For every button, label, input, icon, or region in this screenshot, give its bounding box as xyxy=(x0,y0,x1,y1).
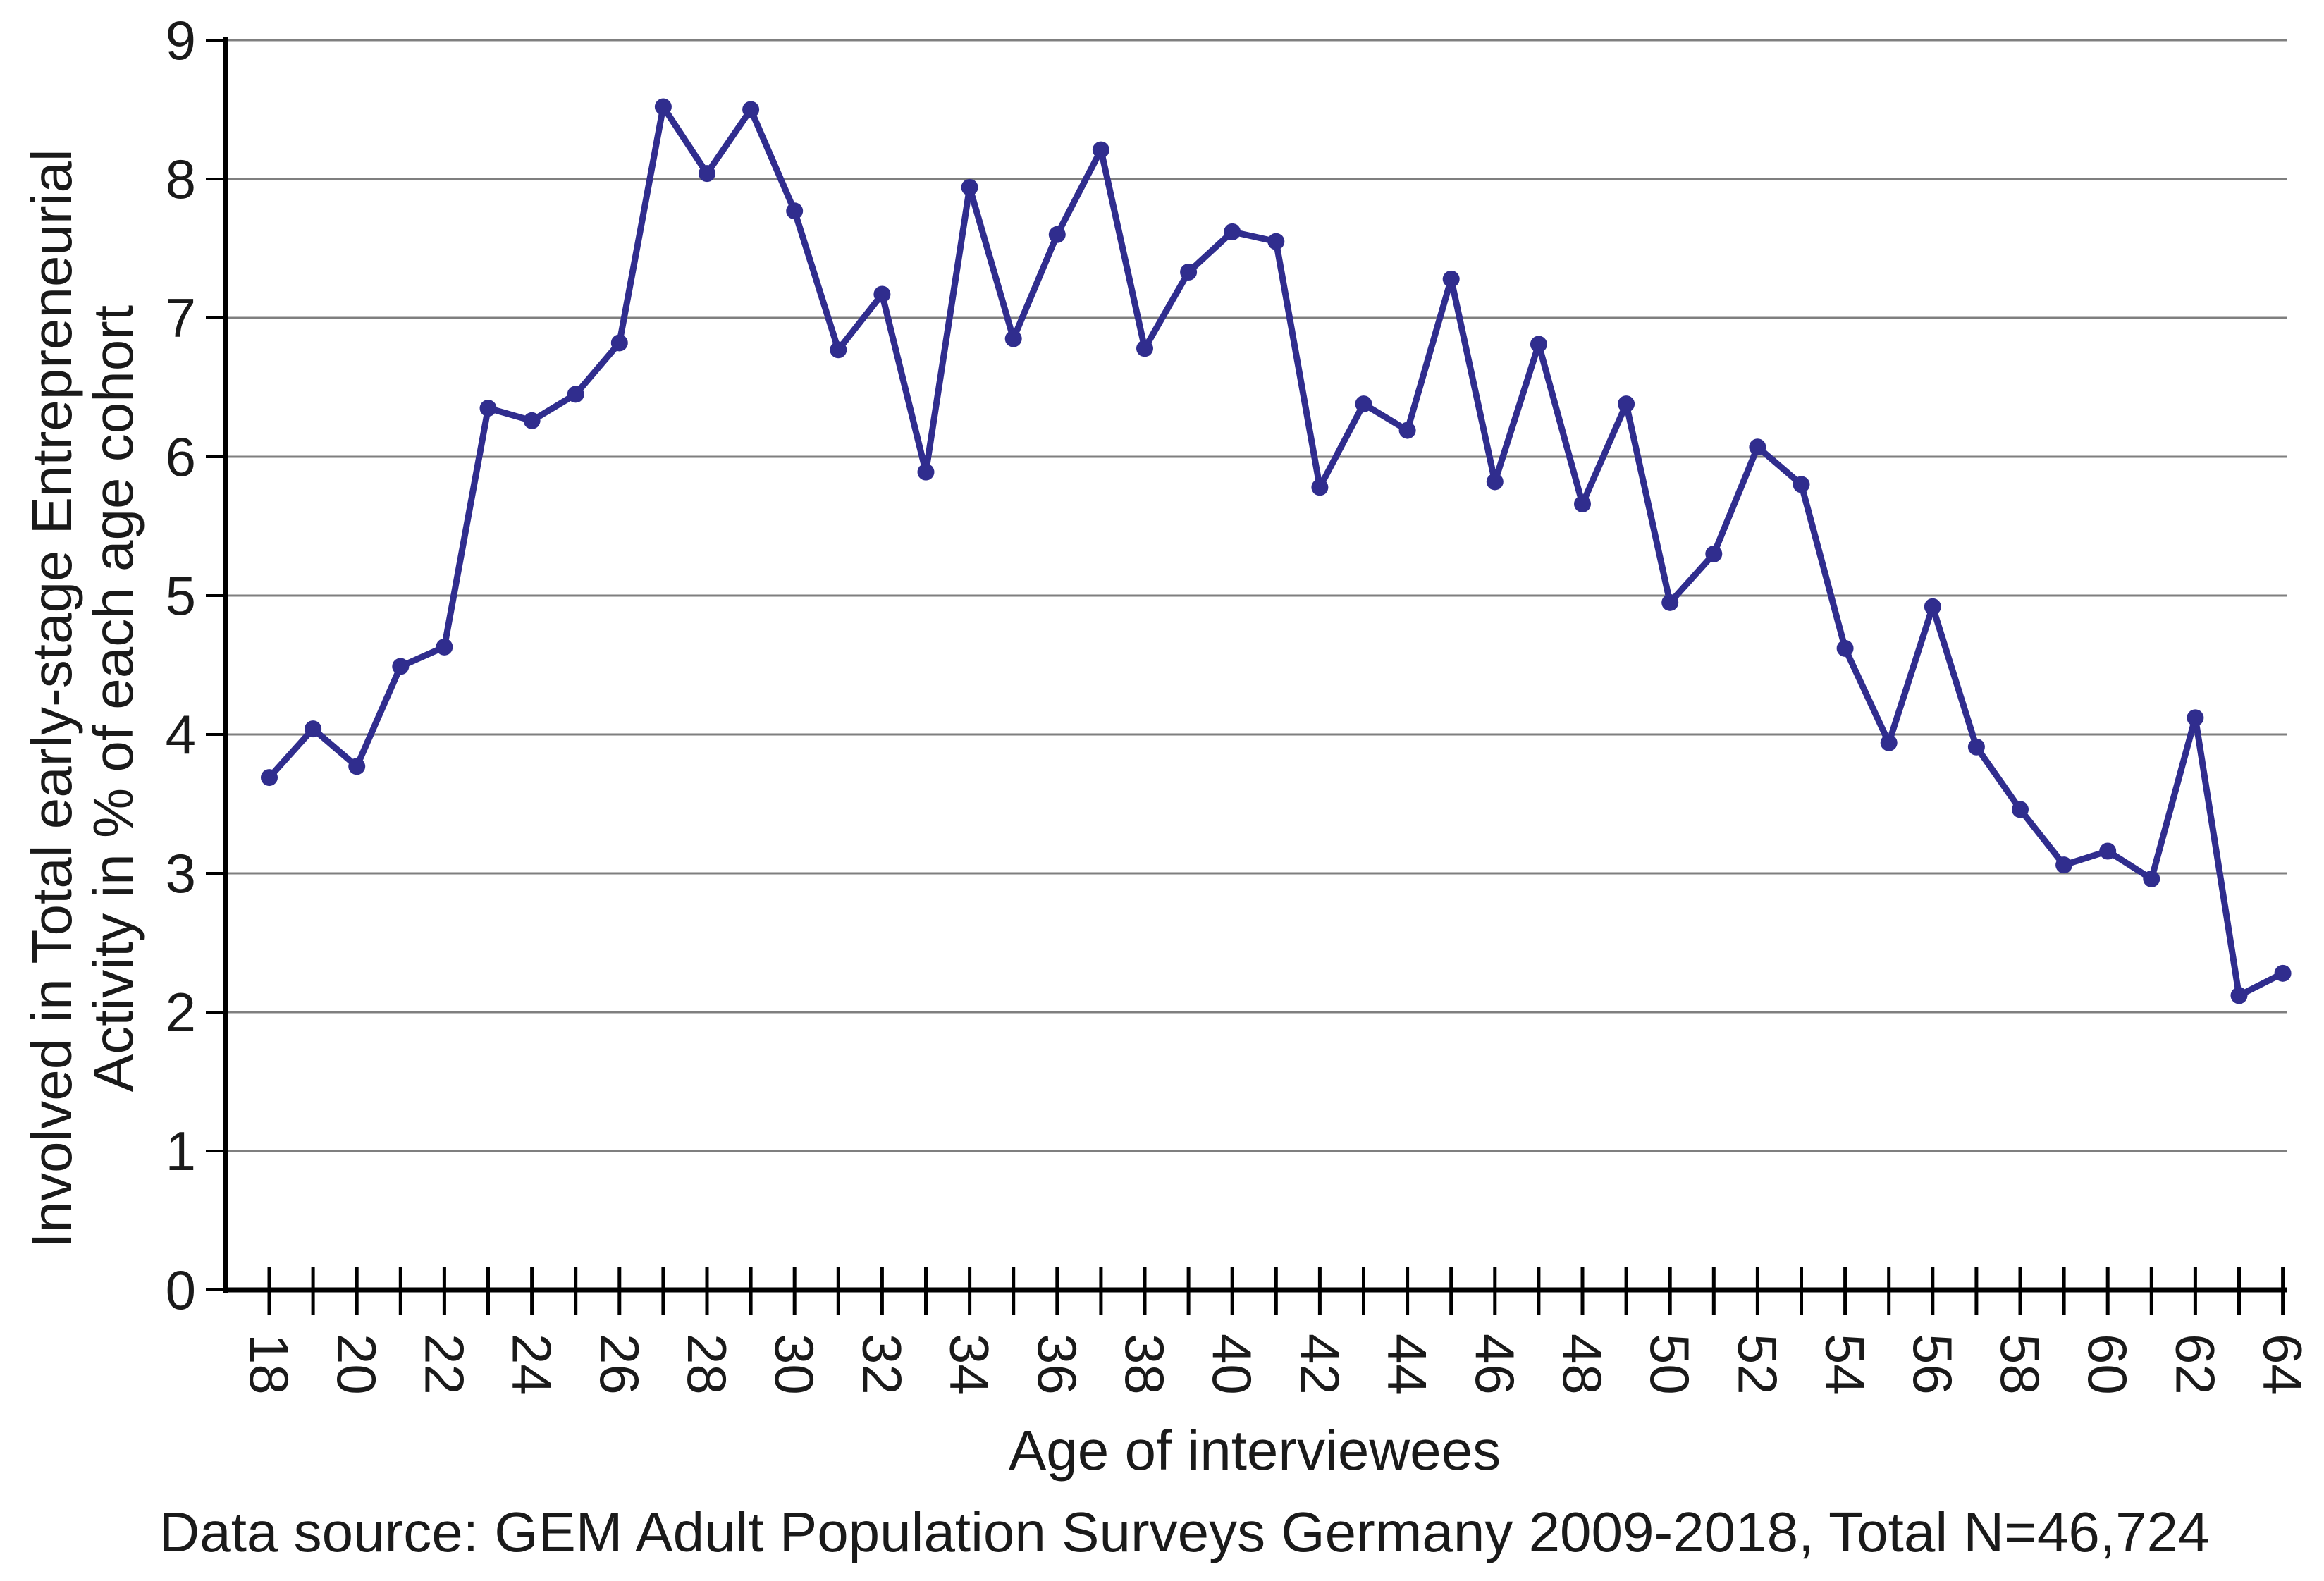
y-axis-title-line2: Activity in % of each age cohort xyxy=(82,304,145,1093)
data-point-age-60 xyxy=(2099,842,2117,860)
x-tick-label: 44 xyxy=(1377,1334,1439,1395)
data-point-age-61 xyxy=(2143,870,2160,887)
data-point-age-43 xyxy=(1355,395,1372,413)
x-tick-label: 28 xyxy=(676,1334,738,1395)
x-tick-label: 20 xyxy=(326,1334,388,1395)
y-tick-label: 4 xyxy=(166,703,196,765)
x-tick-label: 30 xyxy=(763,1334,825,1395)
y-tick-label: 6 xyxy=(166,426,196,488)
data-point-age-45 xyxy=(1442,270,1460,288)
data-point-age-24 xyxy=(523,412,541,429)
x-tick-label: 46 xyxy=(1464,1334,1526,1395)
y-axis-title: Involved in Total early-stage Entreprene… xyxy=(20,29,145,1368)
data-point-age-32 xyxy=(873,285,891,303)
data-point-age-19 xyxy=(305,720,322,738)
data-point-age-59 xyxy=(2055,856,2073,874)
y-axis-title-line1: Involved in Total early-stage Entreprene… xyxy=(20,149,83,1248)
data-point-age-35 xyxy=(1004,330,1022,347)
y-tick-label: 8 xyxy=(166,148,196,210)
x-tick-label: 26 xyxy=(589,1334,651,1395)
data-point-age-55 xyxy=(1880,734,1898,751)
data-point-age-49 xyxy=(1618,395,1635,413)
y-tick-label: 1 xyxy=(166,1120,196,1182)
data-point-age-33 xyxy=(917,463,935,481)
x-tick-label: 38 xyxy=(1114,1334,1176,1395)
x-tick-label: 40 xyxy=(1201,1334,1263,1395)
x-tick-label: 36 xyxy=(1026,1334,1088,1395)
data-point-age-58 xyxy=(2012,801,2029,818)
data-point-age-36 xyxy=(1048,226,1066,243)
data-point-age-23 xyxy=(479,400,497,417)
data-point-age-31 xyxy=(830,341,847,359)
data-point-age-48 xyxy=(1574,495,1591,512)
data-point-age-41 xyxy=(1267,233,1285,250)
y-tick-label: 5 xyxy=(166,565,196,627)
y-tick-label: 7 xyxy=(166,287,196,349)
data-point-age-18 xyxy=(261,769,278,787)
x-tick-label: 54 xyxy=(1814,1334,1876,1395)
x-tick-label: 52 xyxy=(1726,1334,1788,1395)
x-tick-label: 58 xyxy=(1989,1334,2051,1395)
y-tick-label: 9 xyxy=(166,9,196,71)
x-tick-label: 42 xyxy=(1289,1334,1351,1395)
x-tick-label: 62 xyxy=(2164,1334,2226,1395)
data-point-age-54 xyxy=(1836,639,1854,657)
data-point-age-27 xyxy=(654,98,672,116)
x-tick-label: 34 xyxy=(939,1334,1001,1395)
y-tick-label: 0 xyxy=(166,1259,196,1321)
x-tick-label: 24 xyxy=(501,1334,563,1395)
data-point-age-28 xyxy=(699,165,715,183)
x-tick-label: 48 xyxy=(1551,1334,1613,1395)
y-tick-label: 2 xyxy=(166,981,196,1043)
data-point-age-22 xyxy=(436,638,453,656)
x-axis-title: Age of interviewees xyxy=(1008,1419,1501,1482)
x-tick-label: 50 xyxy=(1639,1334,1701,1395)
data-point-age-39 xyxy=(1180,263,1198,281)
data-point-age-64 xyxy=(2274,964,2292,982)
data-point-age-47 xyxy=(1530,336,1547,353)
x-tick-label: 60 xyxy=(2077,1334,2139,1395)
data-point-age-52 xyxy=(1749,438,1766,456)
data-point-age-26 xyxy=(610,334,628,352)
data-point-age-62 xyxy=(2187,709,2204,727)
data-point-age-37 xyxy=(1092,141,1109,159)
data-point-age-25 xyxy=(567,386,584,403)
data-point-age-21 xyxy=(392,658,410,675)
data-point-age-40 xyxy=(1224,223,1241,240)
x-tick-label: 22 xyxy=(413,1334,475,1395)
data-point-age-38 xyxy=(1136,340,1153,357)
data-point-age-34 xyxy=(961,178,978,196)
data-point-age-29 xyxy=(742,101,760,118)
y-tick-label: 3 xyxy=(166,842,196,904)
data-point-age-50 xyxy=(1661,593,1679,611)
x-tick-label: 64 xyxy=(2252,1334,2314,1395)
data-point-age-42 xyxy=(1311,479,1329,496)
data-point-age-53 xyxy=(1793,476,1810,493)
data-point-age-56 xyxy=(1924,598,1941,615)
data-source-caption: Data source: GEM Adult Population Survey… xyxy=(159,1501,2210,1563)
data-point-age-30 xyxy=(786,202,804,220)
data-point-age-20 xyxy=(348,758,366,775)
data-point-age-51 xyxy=(1705,545,1723,562)
x-tick-label: 18 xyxy=(238,1334,300,1395)
x-tick-label: 56 xyxy=(1902,1334,1964,1395)
x-tick-label: 32 xyxy=(851,1334,913,1395)
data-point-age-46 xyxy=(1486,473,1504,491)
data-point-age-44 xyxy=(1398,422,1416,439)
data-point-age-57 xyxy=(1967,738,1985,756)
data-point-age-63 xyxy=(2230,987,2248,1004)
